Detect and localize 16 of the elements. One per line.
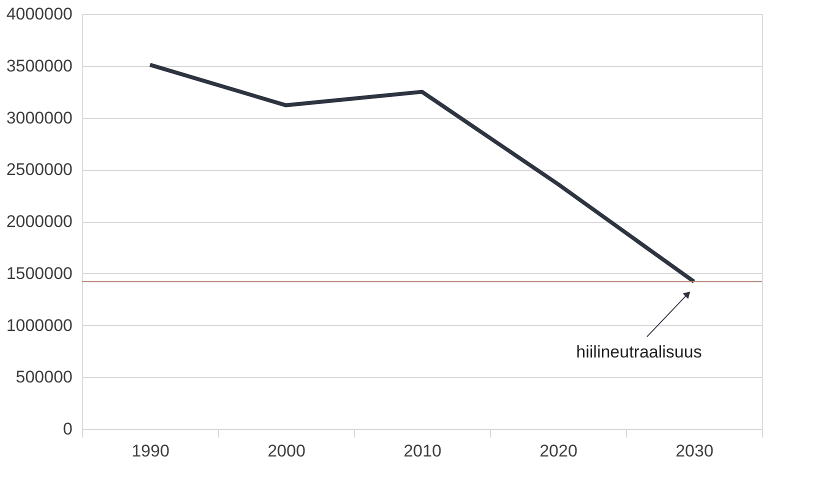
y-tick-label: 1500000 <box>6 264 72 283</box>
y-tick-label: 3000000 <box>6 108 72 128</box>
x-tick-label: 1990 <box>132 442 170 460</box>
y-tick-label: 3500000 <box>6 56 72 76</box>
annotation: hiilineutraalisuus <box>576 342 702 362</box>
y-tick-label: 1000000 <box>6 316 72 335</box>
y-tick-label: 4000000 <box>6 4 72 24</box>
line-series <box>148 62 696 284</box>
x-tick-label: 2010 <box>404 442 442 460</box>
x-tick-label: 2020 <box>540 442 578 460</box>
y-tick-label: 2500000 <box>6 160 72 180</box>
y-tick-label: 2000000 <box>6 212 72 231</box>
x-tick-label: 2030 <box>676 442 714 460</box>
y-tick-label: 0 <box>63 420 72 438</box>
x-tick-label: 2000 <box>268 442 306 460</box>
y-tick-label: 500000 <box>16 368 72 387</box>
